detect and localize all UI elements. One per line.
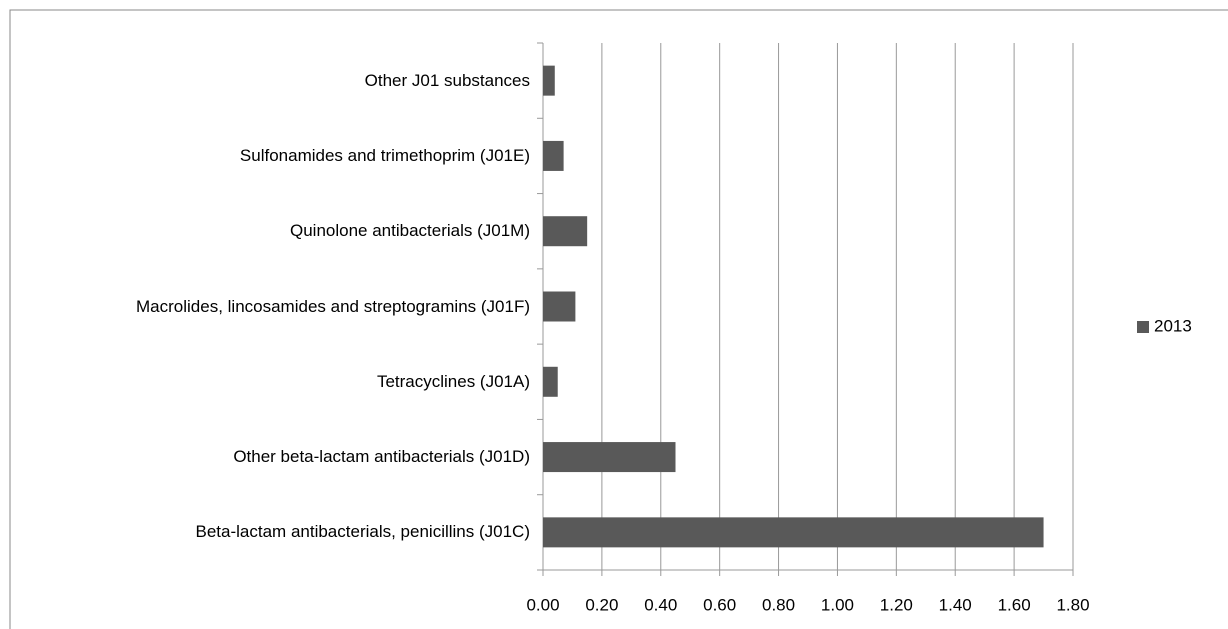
x-tick-label: 0.80 [762,595,795,614]
x-tick-label: 0.60 [703,595,736,614]
bar [543,291,576,322]
x-tick-label: 1.20 [880,595,913,614]
y-tick-label: Macrolides, lincosamides and streptogram… [136,296,530,316]
y-tick-label: Quinolone antibacterials (J01M) [289,221,530,241]
x-tick-label: 1.40 [939,595,972,614]
y-tick-label: Tetracyclines (J01A) [376,371,530,391]
legend-label: 2013 [1154,316,1192,335]
bar [543,442,676,473]
x-tick-label: 1.60 [998,595,1031,614]
y-tick-label: Other beta-lactam antibacterials (J01D) [233,447,530,467]
legend-swatch [1137,321,1149,333]
x-tick-label: 1.80 [1056,595,1089,614]
bar [543,140,564,171]
y-tick-label: Beta-lactam antibacterials, penicillins … [195,522,530,542]
chart-frame [9,9,1228,629]
x-tick-label: 0.00 [526,595,559,614]
x-tick-label: 0.40 [644,595,677,614]
y-tick-label: Sulfonamides and trimethoprim (J01E) [239,145,530,165]
x-tick-label: 0.20 [585,595,618,614]
y-tick-label: Other J01 substances [364,70,530,90]
bar [543,366,558,397]
bar [543,65,555,96]
x-tick-label: 1.00 [821,595,854,614]
bar [543,216,588,247]
bar [543,517,1044,548]
